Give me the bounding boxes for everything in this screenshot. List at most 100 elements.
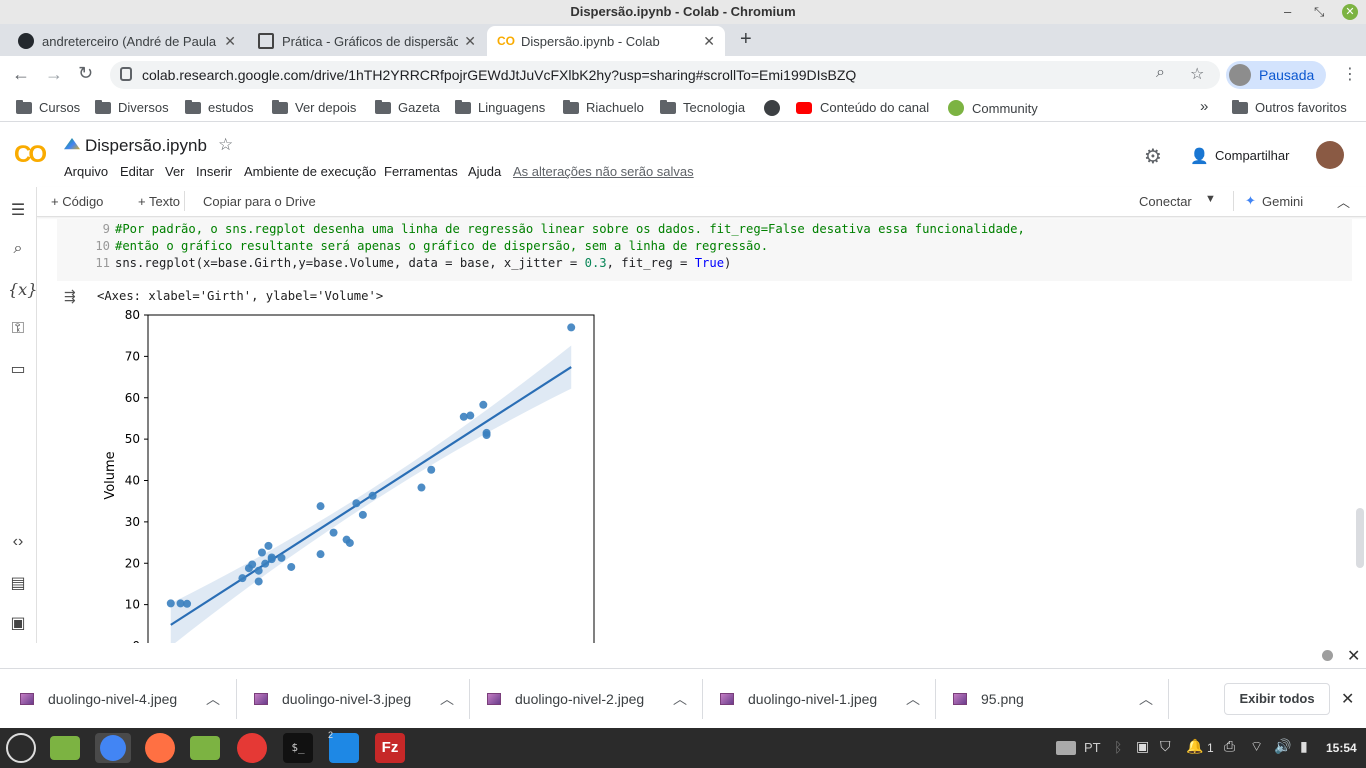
files-icon[interactable] [50,736,80,760]
clipboard-icon[interactable]: ▣ [1136,738,1150,754]
copy-to-drive-button[interactable]: Copiar para o Drive [203,194,316,209]
scrollbar-thumb[interactable] [1356,508,1364,568]
filezilla-icon[interactable]: Fz [375,733,405,763]
bookmark-cursos[interactable]: Cursos [16,99,80,115]
bluetooth-icon[interactable]: ᛒ [1114,739,1123,755]
battery-icon[interactable]: ▮ [1300,738,1308,754]
zoom-search-icon[interactable]: ⌕ [1156,64,1165,81]
bookmark-tecnologia[interactable]: Tecnologia [660,99,745,115]
notebook-title[interactable]: Dispersão.ipynb [85,136,207,155]
close-tab-icon[interactable]: ✕ [464,32,476,49]
keyboard-layout[interactable]: PT [1084,740,1101,755]
search-icon[interactable]: ⌕ [13,240,23,257]
menu-ver[interactable]: Ver [165,164,185,179]
opera-icon[interactable] [237,733,267,763]
folder-app-icon[interactable] [190,736,220,760]
bookmark-globe[interactable] [764,100,780,116]
show-all-button[interactable]: Exibir todos [1224,683,1330,715]
download-item[interactable]: duolingo-nivel-2.jpeg ︿ [487,669,702,729]
tab-github[interactable]: andreterceiro (André de Paula ✕ [8,26,246,56]
divider [236,679,237,719]
menu-ferramentas[interactable]: Ferramentas [384,164,458,179]
terminal-app-icon[interactable]: $_ [283,733,313,763]
chevron-up-icon[interactable]: ︿ [906,691,920,707]
connect-button[interactable]: Conectar [1139,194,1192,209]
download-item[interactable]: duolingo-nivel-1.jpeg ︿ [720,669,935,729]
volume-icon[interactable]: 🔊 [1274,738,1292,754]
close-window-icon[interactable]: ✕ [1342,4,1358,20]
bookmark-outros[interactable]: Outros favoritos [1232,99,1347,115]
wifi-icon[interactable]: ⌔ [1250,738,1264,754]
bookmark-riachuelo[interactable]: Riachuelo [563,99,644,115]
bookmarks-more[interactable]: » [1200,98,1209,115]
add-text-button[interactable]: + Texto [138,194,181,209]
site-info-icon[interactable] [120,67,132,81]
firefox-icon[interactable] [145,733,175,763]
share-button[interactable]: Compartilhar [1215,148,1290,163]
shield-icon[interactable]: ⛉ [1160,738,1171,754]
notifications-icon[interactable]: 🔔 [1186,738,1204,754]
menu-ambiente[interactable]: Ambiente de execução [244,164,377,179]
toc-icon[interactable]: ☰ [10,202,26,219]
tab-pratica[interactable]: Prática - Gráficos de dispersão ✕ [248,26,486,56]
chevron-up-icon[interactable]: ︿ [1139,691,1153,707]
download-item[interactable]: duolingo-nivel-4.jpeg ︿ [20,669,235,729]
bookmark-ver-depois[interactable]: Ver depois [272,99,356,115]
folder-icon[interactable]: ▭ [10,361,26,378]
os-taskbar: $_ 2 Fz PT ᛒ ▣ ⛉ 🔔 1 ⎙ ⌔ 🔊 ▮ 15:54 [0,728,1366,768]
menu-arquivo[interactable]: Arquivo [64,164,109,179]
variables-icon[interactable]: {x} [8,280,38,299]
bookmark-estudos[interactable]: estudos [185,99,254,115]
settings-gear-icon[interactable]: ⚙ [1144,146,1162,168]
add-code-button[interactable]: + Código [51,194,104,209]
bookmark-diversos[interactable]: Diversos [95,99,169,115]
new-tab-icon[interactable]: + [740,28,752,50]
code-snippets-icon[interactable]: ‹› [12,533,24,550]
back-icon[interactable]: ← [12,64,30,84]
close-downloads-icon[interactable]: ✕ [1341,691,1355,708]
y-tick-label: 40 [125,474,140,488]
vscode-icon[interactable] [329,733,359,763]
star-icon[interactable]: ☆ [218,135,234,154]
address-bar[interactable]: colab.research.google.com/drive/1hTH2YRR… [110,61,1220,89]
menu-inserir[interactable]: Inserir [196,164,233,179]
workspace-indicator[interactable]: 1 [1207,741,1214,755]
mint-menu-icon[interactable] [6,733,36,763]
download-item[interactable]: duolingo-nivel-3.jpeg ︿ [254,669,469,729]
chevron-up-icon[interactable]: ︿ [440,691,454,707]
chevron-down-icon[interactable]: ▼ [1205,193,1216,205]
close-tab-icon[interactable]: ✕ [703,32,715,49]
download-item[interactable]: 95.png ︿ [953,669,1168,729]
bookmark-gazeta[interactable]: Gazeta [375,99,440,115]
output-toggle-icon[interactable]: ⇶ [64,288,76,304]
colab-logo[interactable]: CO [14,141,47,168]
menu-editar[interactable]: Editar [120,164,154,179]
forward-icon[interactable]: → [45,64,63,84]
chevron-up-icon[interactable]: ︿ [673,691,687,707]
bookmark-linguagens[interactable]: Linguagens [455,99,545,115]
close-panel-icon[interactable]: ✕ [1347,648,1361,665]
gemini-button[interactable]: Gemini [1262,194,1304,209]
key-icon[interactable]: ⚿ [11,320,25,337]
chevron-up-icon[interactable]: ︿ [206,691,220,707]
bookmark-conteudo-canal[interactable]: Conteúdo do canal [796,100,929,115]
close-tab-icon[interactable]: ✕ [224,32,236,49]
minimize-icon[interactable]: – [1284,4,1292,19]
terminal-icon[interactable]: ▣ [10,615,26,632]
printer-icon[interactable]: ⎙ [1224,738,1236,754]
restore-icon[interactable]: ⤡ [1314,4,1325,19]
reload-icon[interactable]: ↻ [78,63,94,83]
collapse-chevron-icon[interactable]: ︿ [1337,195,1351,210]
bookmark-community[interactable]: Community [948,100,1038,116]
y-axis-label: Volume [103,451,118,499]
user-avatar[interactable] [1316,141,1344,169]
menu-ajuda[interactable]: Ajuda [468,164,502,179]
bookmark-star-icon[interactable]: ☆ [1190,66,1205,83]
tab-colab[interactable]: CO Dispersão.ipynb - Colab ✕ [487,26,725,56]
menu-dots-icon[interactable]: ⋮ [1342,66,1358,83]
command-palette-icon[interactable]: ▤ [10,575,26,592]
network-drive-icon[interactable] [1056,741,1076,755]
code-cell[interactable]: 9 #Por padrão, o sns.regplot desenha uma … [57,219,1352,281]
unsaved-notice[interactable]: As alterações não serão salvas [513,164,694,179]
profile-button[interactable]: Pausada [1226,61,1326,89]
